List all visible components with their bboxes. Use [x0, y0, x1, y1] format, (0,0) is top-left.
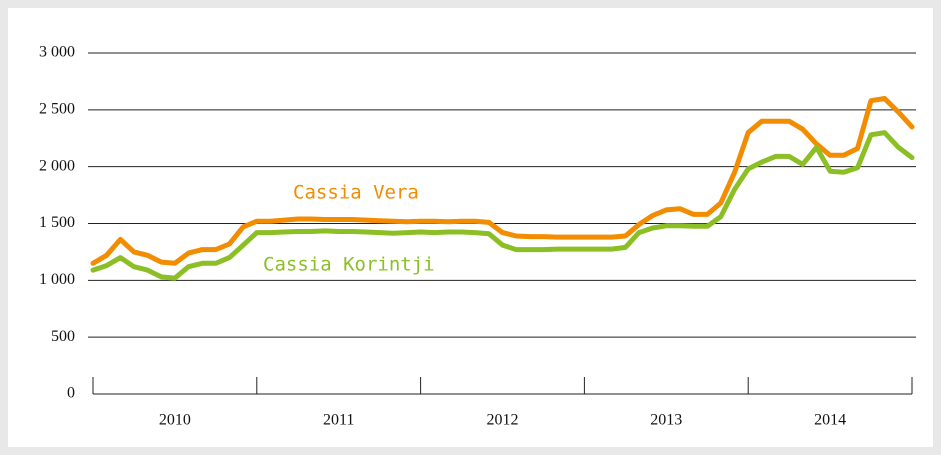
y-tick-label: 2 000	[39, 157, 75, 174]
x-category-label: 2012	[487, 412, 519, 429]
plot-background	[8, 8, 933, 447]
y-tick-label: 3 000	[39, 44, 75, 61]
series-line	[90, 96, 915, 266]
series-label: Cassia Vera	[293, 182, 419, 204]
series-line	[90, 130, 915, 281]
y-tick-label: 0	[67, 385, 75, 402]
x-category-label: 2014	[814, 412, 846, 429]
y-tick-label: 500	[51, 328, 75, 345]
y-tick-label: 1 000	[39, 271, 75, 288]
x-category-label: 2011	[323, 412, 354, 429]
y-tick-label: 2 500	[39, 101, 75, 118]
x-category-label: 2010	[159, 412, 191, 429]
series-label: Cassia Korintji	[263, 254, 435, 276]
x-category-label: 2013	[650, 412, 682, 429]
y-tick-label: 1 500	[39, 214, 75, 231]
